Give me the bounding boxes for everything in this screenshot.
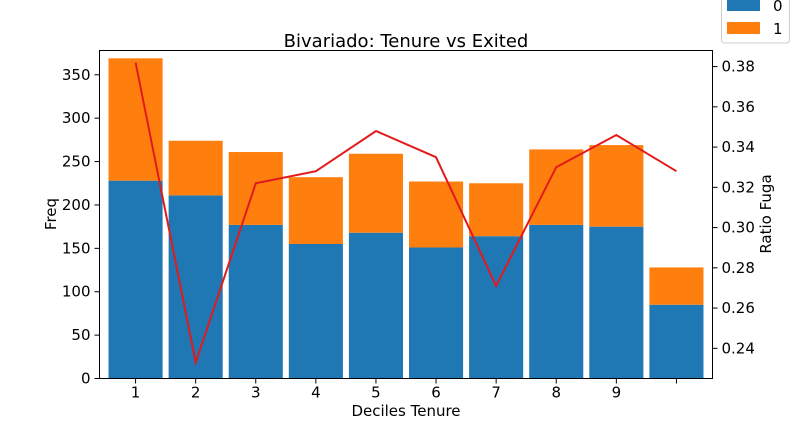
x-tick-label: 9 [612,384,622,402]
bar-series0-cat5 [348,232,403,379]
y2-tick-label: 0.36 [722,98,755,116]
bar-series1-cat8 [529,149,584,225]
y-tick-label: 300 [62,109,91,127]
bar-series1-cat2 [168,140,223,196]
bar-series1-cat6 [409,181,464,248]
x-tick-label: 1 [131,384,141,402]
bar-series0-cat8 [529,224,584,379]
y-tick-label: 50 [71,326,90,344]
bars-group [108,58,704,379]
legend-swatch-1 [727,22,760,34]
y-tick-label: 150 [62,239,91,257]
y2-tick-label: 0.24 [722,339,755,357]
legend-label-1: 1 [773,20,783,38]
y-tick-label: 250 [62,153,91,171]
y2-tick-label: 0.30 [722,219,755,237]
y2-tick-label: 0.32 [722,178,755,196]
y-tick-label: 100 [62,283,91,301]
x-tick-label: 8 [551,384,561,402]
bar-series0-cat4 [288,244,343,379]
y-axis-label: Freq [42,198,60,230]
y-axis-left: 0 50 100 150 200 250 300 350 [62,66,100,388]
y-tick-label: 350 [62,66,91,84]
y2-axis-label: Ratio Fuga [757,174,775,253]
ratio-fuga-line [134,62,677,367]
bar-series1-cat1 [108,58,163,181]
bar-series0-cat6 [409,247,464,379]
bar-series1-cat3 [228,152,283,225]
y2-tick-label: 0.28 [722,259,755,277]
x-tick-label: 4 [311,384,321,402]
y2-tick-label: 0.26 [722,299,755,317]
x-axis-label: Deciles Tenure [351,402,460,420]
bar-series1-cat9 [589,145,644,227]
bar-series1-cat7 [469,183,524,237]
x-tick-label: 2 [191,384,201,402]
y-axis-right: 0.24 0.26 0.28 0.30 0.32 0.34 0.36 0.38 [712,58,755,357]
chart-title: Bivariado: Tenure vs Exited [284,31,529,52]
bar-series0-cat10 [649,304,704,379]
legend-label-0: 0 [773,0,783,15]
bar-series1-cat10 [649,267,704,305]
bar-series1-cat5 [348,153,403,233]
plot-frame [99,50,713,379]
x-tick-label: 6 [431,384,441,402]
bar-series0-cat1 [108,180,163,379]
bar-series0-cat3 [228,224,283,379]
x-tick-label: 7 [491,384,501,402]
bar-series0-cat2 [168,195,223,379]
bar-series0-cat9 [589,226,644,379]
y-tick-label: 0 [81,370,91,388]
legend: 0 1 [721,0,790,44]
ratio-line-group [134,62,677,367]
x-tick-label: 3 [251,384,261,402]
x-tick-label: 5 [371,384,381,402]
bar-series1-cat4 [288,177,343,245]
legend-swatch-0 [727,0,760,11]
y2-tick-label: 0.34 [722,138,755,156]
bar-series0-cat7 [469,236,524,379]
y2-tick-label: 0.38 [722,58,755,76]
x-axis: 1 2 3 4 5 6 7 8 9 [131,378,677,402]
y-tick-label: 200 [62,196,91,214]
